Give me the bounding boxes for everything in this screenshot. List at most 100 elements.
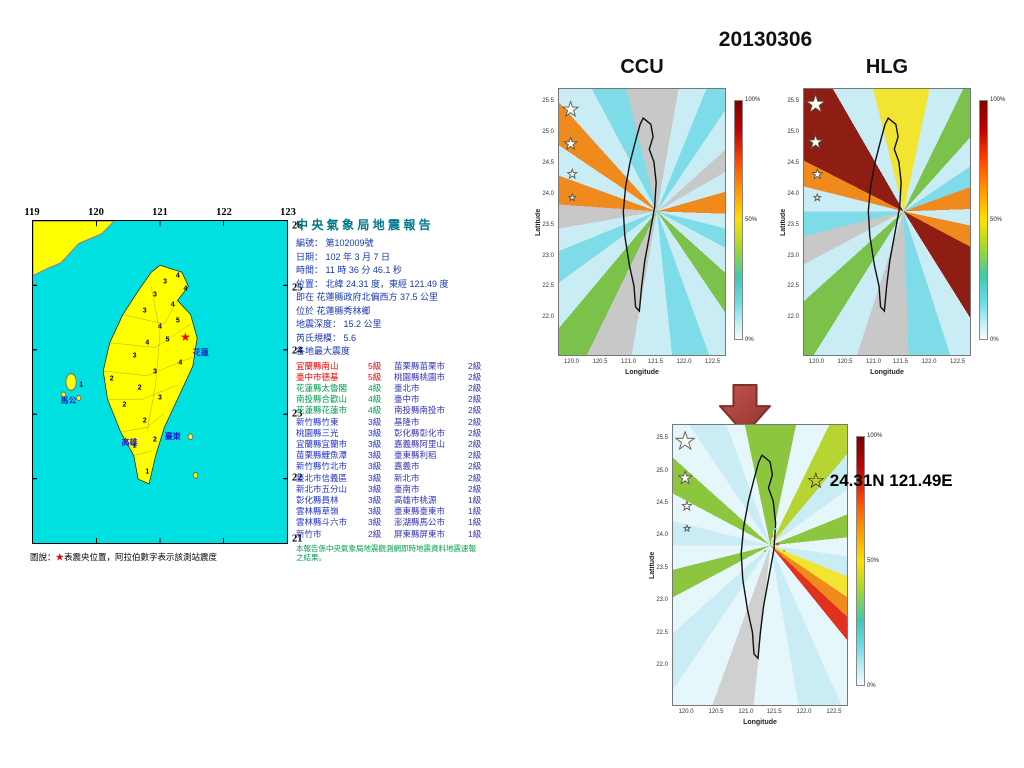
china-coast xyxy=(33,221,116,277)
ccu-label: CCU xyxy=(620,56,664,78)
earthquake-report: 中 央 氣 象 局 地 震 報 告 編號： 第102009號日期： 102 年 … xyxy=(296,216,496,563)
y-tick-label: 22.5 xyxy=(787,283,799,290)
y-tick-label: 24.5 xyxy=(787,160,799,167)
intensity-row: 新竹市 2級 屏東縣屏東市 1級 xyxy=(296,529,496,540)
latitude-ticks: 25.5 25.0 24.5 24.0 23.5 23.0 22.5 22.0 xyxy=(538,88,556,356)
longitude-axis-label: Longitude xyxy=(743,719,777,726)
intensity-row: 彰化縣員林 3級 高雄市桃源 1級 xyxy=(296,495,496,506)
intensity-value: 5 xyxy=(165,336,170,344)
station-name: 彰化縣員林 xyxy=(296,494,339,505)
y-tick-label: 22.0 xyxy=(656,662,668,669)
station-name: 臺中市德基 xyxy=(296,371,339,382)
station-intensity: 4級 xyxy=(368,405,382,416)
pattern-dot: ■ xyxy=(764,548,767,553)
latitude-ticks: 25.5 25.0 24.5 24.0 23.5 23.0 22.5 22.0 xyxy=(652,424,670,706)
intensity-value: 2 xyxy=(122,401,127,409)
report-line: 即在 花蓮縣政府北偏西方 37.5 公里 xyxy=(296,292,439,302)
station-name: 桃園縣桃園市 xyxy=(394,371,446,382)
station-name: 花蓮縣太魯閣 xyxy=(296,382,348,393)
station-name: 雲林縣草嶺 xyxy=(296,506,339,517)
y-tick-label: 23.5 xyxy=(542,221,554,228)
station-name: 臺東縣臺東市 xyxy=(394,506,446,517)
station-name: 臺北市 xyxy=(394,382,420,393)
green-island xyxy=(187,433,194,441)
station-star: ★ xyxy=(804,90,827,118)
station-name: 南投縣合歡山 xyxy=(296,394,348,405)
intensity-row: 新竹縣竹東 3級 基隆市 2級 xyxy=(296,417,496,428)
penghu-islet xyxy=(76,395,82,402)
cwb-intensity-map: 4 3 4 3 4 3 5 4 5 4 3 4 3 2 3 2 2 2 1 1 2 1 ★ 花蓮 臺東 高雄 馬公 xyxy=(32,220,288,544)
station-intensity: 3級 xyxy=(368,494,382,505)
intensity-value: 1 xyxy=(132,442,137,450)
report-line: 日期： 102 年 3 月 7 日 xyxy=(296,251,391,262)
x-tick-label: 122.5 xyxy=(705,359,721,365)
intensity-value: 1 xyxy=(79,381,84,389)
station-star: ★ xyxy=(813,192,822,203)
x-tick-label: 122.5 xyxy=(826,709,842,715)
station-intensity: 2級 xyxy=(468,450,482,461)
station-star: ★ xyxy=(677,468,693,488)
backazimuth-wedges xyxy=(673,425,847,705)
station-name: 桃園縣三光 xyxy=(296,427,339,438)
intensity-row: 花蓮縣花蓮市 4級 南投縣南投市 2級 xyxy=(296,405,496,416)
station-intensity: 4級 xyxy=(368,382,382,393)
intensity-row: 苗栗縣鯉魚潭 3級 臺東縣利稻 2級 xyxy=(296,450,496,461)
y-tick-label: 24.0 xyxy=(787,190,799,197)
station-intensity: 2級 xyxy=(468,438,482,449)
colorbar xyxy=(856,436,865,686)
hlg-label: HLG xyxy=(865,56,909,78)
pattern-dot: ■ xyxy=(774,525,777,531)
hlg-backazimuth-map: Latitude 25.5 25.0 24.5 24.0 23.5 23.0 22.5 22.… xyxy=(780,82,1005,387)
station-intensity: 4級 xyxy=(368,394,382,405)
x-tick-label: 121.5 xyxy=(892,359,908,365)
intensity-value: 3 xyxy=(163,278,168,286)
map-legend: 圖說：★表震央位置，阿拉伯數字表示該測站震度 xyxy=(30,551,217,563)
intensity-value: 4 xyxy=(178,359,183,367)
station-star: ★ xyxy=(566,167,578,182)
station-intensity: 3級 xyxy=(368,450,382,461)
combined-plot-area: ★ ★ ★ ★ ■ ■ ■ ■ ■ ■ xyxy=(672,424,848,706)
cwb-latitude-ticks: 26 25 24 23 22 21 xyxy=(292,220,312,545)
colorbar-mid: 50% xyxy=(745,217,758,223)
pattern-dot: ■ xyxy=(783,548,786,553)
x-tick-label: 122.0 xyxy=(676,359,692,365)
longitude-ticks: 120.0 120.5 121.0 121.5 122.0 122.5 xyxy=(672,709,848,717)
y-tick-label: 22.5 xyxy=(542,283,554,290)
longitude-tick-label: 122 xyxy=(216,207,232,218)
legend-text: 表震央位置，阿拉伯數字表示該測站震度 xyxy=(64,552,218,562)
colorbar-max: 100% xyxy=(745,97,761,103)
colorbar-labels: 100% 50% 0% xyxy=(745,97,769,343)
pattern-dot: ■ xyxy=(775,541,779,548)
station-star: ★ xyxy=(563,135,578,153)
station-name: 宜蘭縣宜蘭市 xyxy=(296,438,348,449)
report-line: 各地最大震度 xyxy=(296,346,351,356)
orchid-island xyxy=(192,471,199,479)
backazimuth-wedges xyxy=(559,89,725,355)
station-intensity: 1級 xyxy=(468,494,482,505)
intensity-value: 2 xyxy=(142,417,147,425)
station-intensity: 2級 xyxy=(468,483,482,494)
longitude-tick-label: 123 xyxy=(280,207,296,218)
report-line: 編號： 第102009號 xyxy=(296,238,374,248)
x-tick-label: 122.5 xyxy=(950,359,966,365)
intensity-value: 2 xyxy=(152,436,157,444)
longitude-ticks: 120.0 120.5 121.0 121.5 122.0 122.5 xyxy=(558,359,726,367)
penghu-islet xyxy=(60,391,67,399)
y-tick-label: 25.0 xyxy=(787,129,799,136)
label-kaohsiung: 高雄 xyxy=(121,438,138,448)
slide-date-title: 20130306 xyxy=(718,28,813,51)
colorbar xyxy=(979,100,988,340)
colorbar-labels: 100% 50% 0% xyxy=(990,97,1014,343)
legend-prefix: 圖說： xyxy=(30,552,56,562)
station-intensity: 3級 xyxy=(368,461,382,472)
intensity-row: 臺北市信義區 3級 新北市 2級 xyxy=(296,473,496,484)
report-line: 地震深度： 15.2 公里 xyxy=(296,319,382,329)
intensity-value: 5 xyxy=(175,317,180,325)
station-intensity: 1級 xyxy=(468,517,482,528)
x-tick-label: 122.0 xyxy=(796,709,812,715)
intensity-table: 宜蘭縣南山 5級 苗栗縣苗栗市 2級 臺中市德基 5級 桃園縣桃園市 2級 花蓮… xyxy=(296,361,496,540)
station-name: 新竹縣竹北市 xyxy=(296,461,348,472)
intensity-value: 1 xyxy=(145,468,150,476)
report-title: 中 央 氣 象 局 地 震 報 告 xyxy=(296,218,431,232)
station-intensity: 2級 xyxy=(468,461,482,472)
